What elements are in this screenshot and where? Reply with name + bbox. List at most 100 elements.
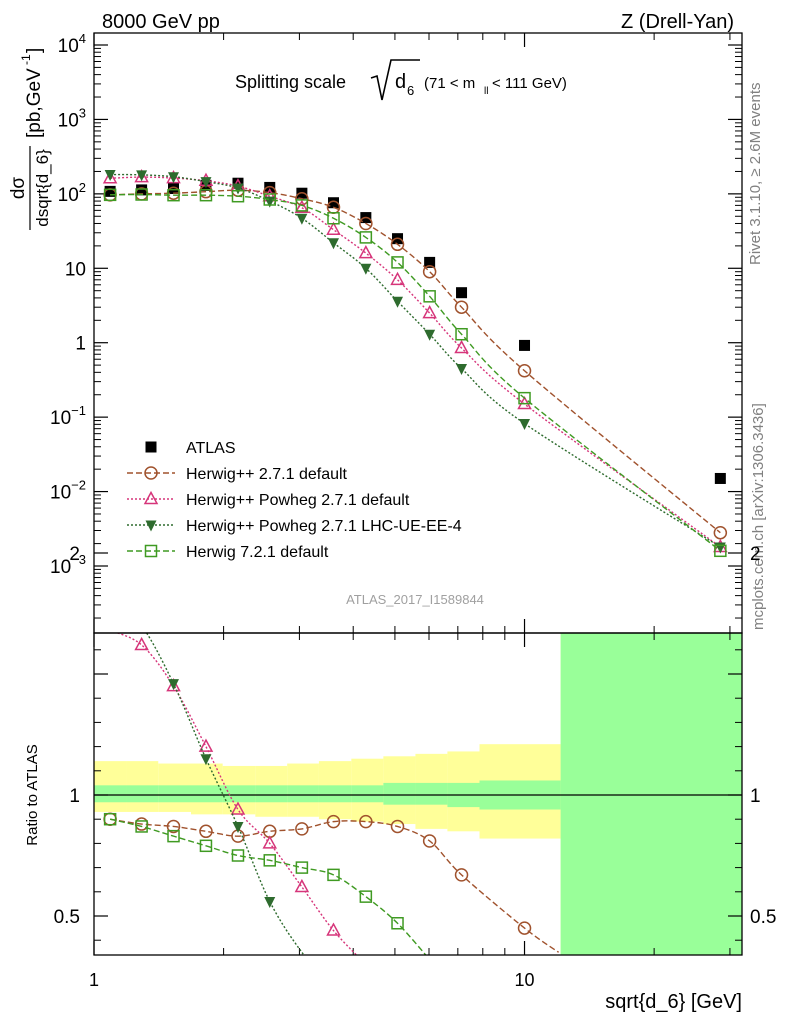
stat-uncertainty-band bbox=[126, 785, 159, 803]
data-point bbox=[104, 170, 116, 182]
data-point bbox=[295, 199, 309, 212]
y-tick-label: 1 bbox=[75, 334, 86, 355]
y-tick-exponent: −1 bbox=[71, 403, 86, 418]
data-point bbox=[326, 221, 341, 235]
y-tick-base: 10 bbox=[50, 557, 71, 578]
data-point bbox=[517, 364, 532, 378]
y-label-unit-end: ] bbox=[24, 48, 45, 53]
data-point bbox=[456, 364, 468, 376]
data-point bbox=[136, 170, 148, 182]
y-tick-exponent: 3 bbox=[79, 105, 86, 120]
data-point bbox=[391, 256, 404, 269]
series-line-4 bbox=[110, 193, 721, 552]
data-point bbox=[264, 181, 276, 193]
plot-title-var-sub: 6 bbox=[407, 83, 414, 98]
y-tick-label: 102 bbox=[58, 180, 86, 206]
ratio-point bbox=[167, 829, 180, 843]
y-tick-base: 1 bbox=[75, 334, 86, 355]
data-point bbox=[456, 287, 468, 299]
data-point bbox=[518, 391, 531, 405]
y-tick-exponent: 2 bbox=[79, 180, 86, 195]
ratio-point bbox=[390, 819, 405, 834]
main-y-axis-label: dσ dsqrt{d_6} [pb,GeV -1 ] bbox=[8, 48, 52, 230]
ratio-point bbox=[166, 678, 181, 692]
data-point bbox=[714, 544, 727, 558]
ratio-point bbox=[231, 849, 245, 862]
y-label-unit: [pb,GeV bbox=[24, 68, 45, 138]
ratio-point bbox=[391, 917, 404, 930]
y-tick-label: 10−1 bbox=[50, 403, 86, 429]
ratio-point bbox=[168, 679, 180, 691]
x-tick-label: 1 bbox=[89, 970, 99, 990]
legend-label: ATLAS bbox=[186, 440, 236, 457]
stat-uncertainty-band bbox=[383, 782, 416, 805]
ratio-plot-frame bbox=[93, 632, 743, 956]
x-axis-label: sqrt{d_6} [GeV] bbox=[605, 991, 742, 1013]
legend-label: Herwig++ Powheg 2.7.1 default bbox=[186, 492, 410, 509]
analysis-tag: ATLAS_2017_I1589844 bbox=[346, 592, 484, 607]
stat-uncertainty-band bbox=[255, 785, 288, 803]
ratio-point bbox=[295, 822, 309, 836]
data-point bbox=[454, 339, 469, 354]
y-label-unit-sup: -1 bbox=[19, 54, 33, 65]
ratio-point bbox=[263, 854, 277, 867]
stat-uncertainty-band bbox=[94, 785, 127, 803]
stat-uncertainty-band bbox=[158, 785, 192, 803]
y-tick-exponent: −2 bbox=[71, 478, 86, 493]
data-point bbox=[328, 197, 340, 209]
ratio-y-axis-label: Ratio to ATLAS bbox=[24, 744, 41, 845]
data-point bbox=[713, 525, 728, 540]
legend-marker bbox=[145, 520, 157, 532]
series-line-1 bbox=[110, 189, 721, 534]
stat-uncertainty-band bbox=[287, 785, 319, 803]
data-point bbox=[519, 339, 531, 351]
plot-title-main: Splitting scale bbox=[235, 72, 346, 92]
data-point bbox=[424, 256, 436, 268]
legend-marker bbox=[144, 466, 158, 480]
data-point bbox=[103, 188, 117, 202]
y-tick-label: 103 bbox=[58, 105, 86, 131]
stat-uncertainty-band bbox=[191, 785, 223, 803]
ratio-tick-label-left: 2 bbox=[69, 544, 80, 565]
rivet-version-label: Rivet 3.1.10, ≥ 2.6M events bbox=[747, 83, 764, 266]
data-point bbox=[231, 189, 245, 203]
data-point bbox=[263, 193, 277, 206]
ratio-tick-label-right: 2 bbox=[750, 544, 761, 565]
data-point bbox=[359, 216, 373, 231]
ratio-tick-label-right: 1 bbox=[750, 786, 761, 807]
ratio-line-0 bbox=[110, 818, 560, 953]
data-point bbox=[328, 238, 340, 250]
ratio-point bbox=[517, 921, 532, 935]
main-series bbox=[102, 169, 728, 558]
data-point bbox=[167, 188, 180, 202]
ratio-point bbox=[326, 814, 341, 829]
header-process-label: Z (Drell-Yan) bbox=[621, 11, 734, 33]
ratio-point bbox=[326, 922, 341, 936]
data-point bbox=[104, 185, 116, 197]
data-point bbox=[135, 188, 148, 201]
ratio-point bbox=[262, 835, 278, 849]
legend-marker bbox=[144, 544, 158, 558]
stat-uncertainty-band bbox=[351, 785, 384, 803]
stat-uncertainty-band bbox=[560, 633, 742, 955]
ratio-point bbox=[134, 636, 149, 651]
data-point bbox=[358, 245, 374, 259]
y-tick-base: 10 bbox=[50, 408, 71, 429]
data-point bbox=[199, 188, 213, 202]
plot-title-var: d bbox=[395, 71, 406, 93]
ratio-line-3 bbox=[109, 818, 427, 955]
ratio-point bbox=[198, 738, 214, 752]
ratio-point bbox=[232, 821, 244, 833]
legend-label: Herwig 7.2.1 default bbox=[186, 544, 329, 561]
ratio-point bbox=[230, 801, 246, 815]
y-label-denominator: dsqrt{d_6} bbox=[33, 149, 52, 227]
data-point bbox=[359, 231, 373, 244]
ratio-tick-label-left: 1 bbox=[69, 786, 80, 807]
y-tick-base: 10 bbox=[58, 36, 79, 57]
y-tick-label: 10−2 bbox=[50, 478, 86, 504]
y-tick-base: 10 bbox=[65, 259, 86, 280]
legend-label: Herwig++ Powheg 2.7.1 LHC-UE-EE-4 bbox=[186, 518, 462, 535]
legend: ATLAS Herwig++ 2.7.1 default Herwig++ Powh… bbox=[127, 440, 462, 561]
ratio-point bbox=[264, 896, 276, 908]
data-point bbox=[327, 212, 340, 225]
